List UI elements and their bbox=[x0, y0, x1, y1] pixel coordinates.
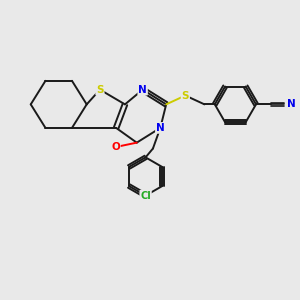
Text: N: N bbox=[138, 85, 147, 94]
Text: N: N bbox=[156, 123, 165, 133]
Text: O: O bbox=[111, 142, 120, 152]
Text: N: N bbox=[287, 99, 296, 110]
Text: S: S bbox=[96, 85, 104, 94]
Text: S: S bbox=[182, 91, 189, 100]
Text: Cl: Cl bbox=[140, 190, 151, 201]
